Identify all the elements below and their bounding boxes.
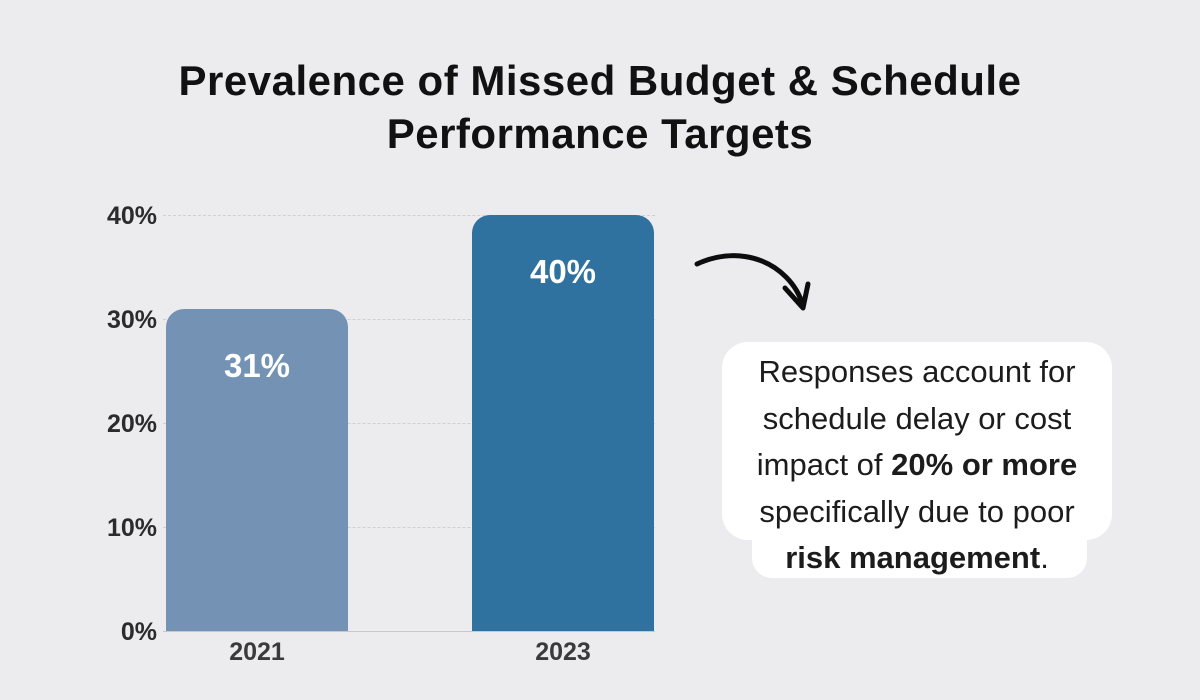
y-tick-20: 20% <box>106 410 157 438</box>
y-tick-0: 0% <box>120 618 157 646</box>
bar-2023: 40% <box>472 215 654 631</box>
x-axis-baseline <box>163 631 655 632</box>
annotation-line: specifically due to poor <box>722 489 1112 536</box>
y-tick-30: 30% <box>106 306 157 334</box>
y-tick-10: 10% <box>106 514 157 542</box>
annotation-text-segment: Responses account for <box>758 354 1076 389</box>
annotation-bubble-tail <box>752 518 1087 578</box>
gridline-30 <box>163 319 655 320</box>
gridline-10 <box>163 527 655 528</box>
y-tick-40: 40% <box>106 202 157 230</box>
annotation-line: Responses account for <box>722 349 1112 396</box>
bar-2021: 31% <box>166 309 348 631</box>
annotation-text-segment: impact of <box>756 447 892 482</box>
gridline-20 <box>163 423 655 424</box>
bar-2021-value-label: 31% <box>223 347 291 384</box>
chart-title: Prevalence of Missed Budget & Schedule P… <box>0 54 1200 160</box>
annotation-text-segment: specifically due to poor <box>759 493 1075 529</box>
bar-2023-value-label: 40% <box>529 253 597 290</box>
x-label-2023: 2023 <box>535 638 591 666</box>
annotation-text-segment: . <box>1040 540 1049 575</box>
gridline-40 <box>163 215 655 216</box>
annotation-bubble <box>722 342 1112 540</box>
annotation-text-segment-bold: risk management <box>785 540 1041 575</box>
annotation-line: risk management. <box>722 535 1112 582</box>
curved-arrow-icon <box>694 253 811 311</box>
chart-title-line-1: Prevalence of Missed Budget & Schedule <box>178 57 1022 104</box>
annotation-line: schedule delay or cost <box>722 396 1112 443</box>
annotation-line: impact of 20% or more <box>722 442 1112 489</box>
annotation-text-segment-bold: 20% or more <box>891 447 1078 482</box>
x-label-2021: 2021 <box>229 638 285 666</box>
chart-title-line-2: Performance Targets <box>386 110 814 157</box>
annotation-text-segment: schedule delay or cost <box>762 400 1072 436</box>
annotation-text: Responses account for schedule delay or … <box>722 349 1112 582</box>
